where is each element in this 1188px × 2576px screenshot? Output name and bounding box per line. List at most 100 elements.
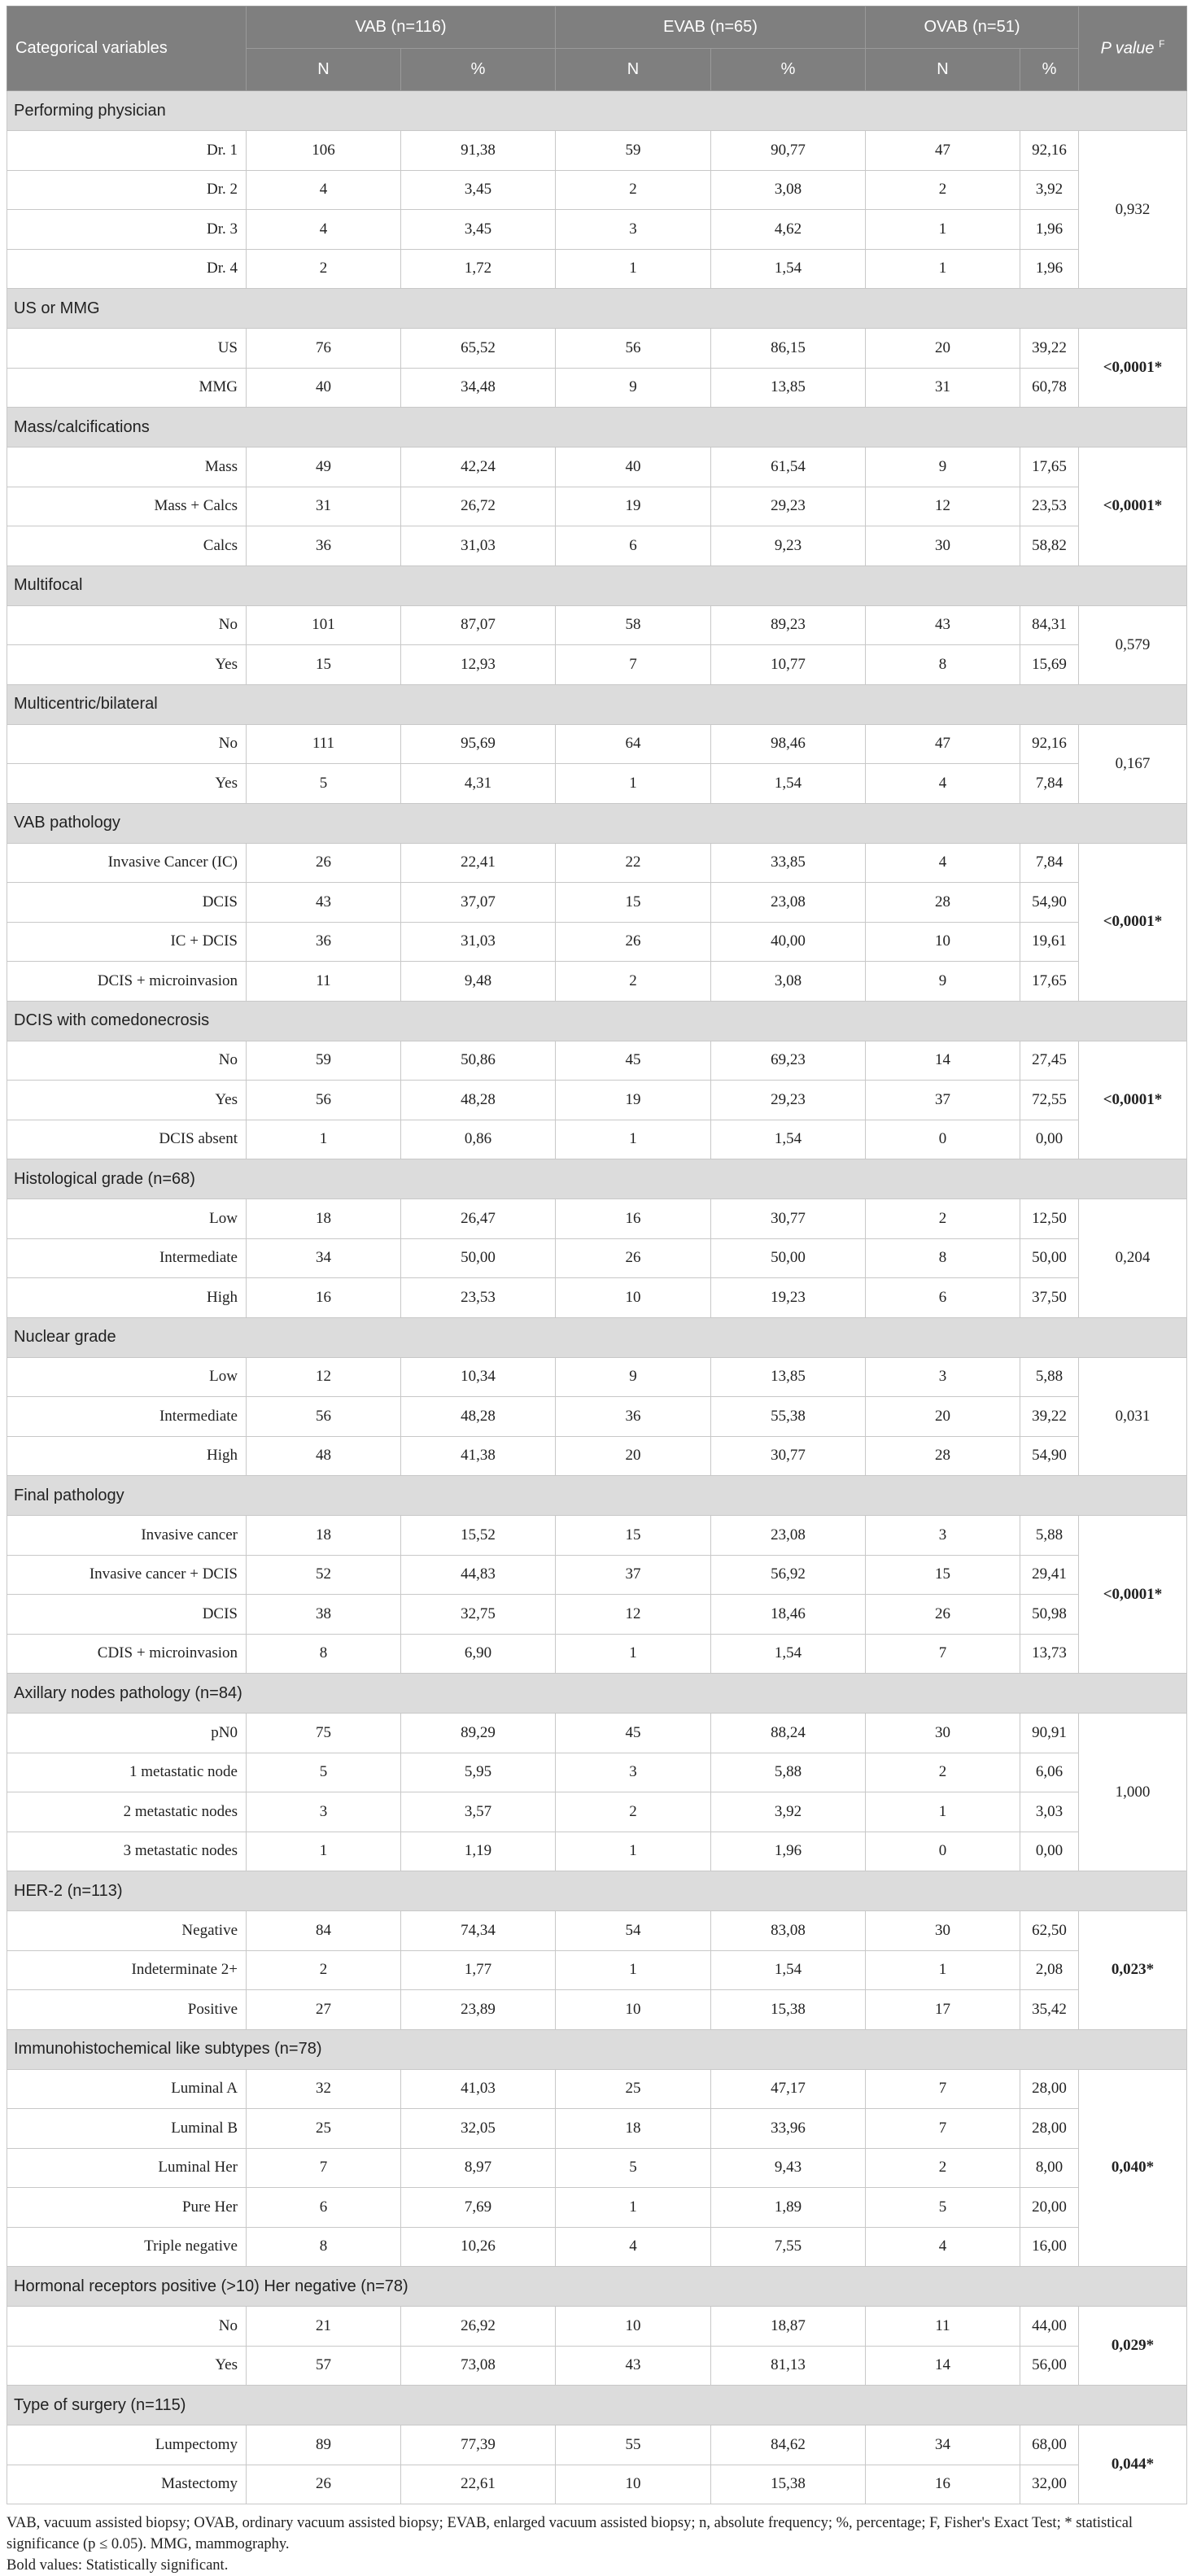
count-cell: 14 bbox=[865, 1040, 1021, 1081]
percent-cell: 22,41 bbox=[400, 842, 557, 883]
percent-cell: 32,05 bbox=[400, 2108, 557, 2149]
percent-cell: 3,45 bbox=[400, 209, 557, 250]
percent-cell: 60,78 bbox=[1020, 367, 1080, 408]
count-cell: 0 bbox=[865, 1831, 1021, 1871]
p-value-cell: <0,0001* bbox=[1078, 842, 1188, 1002]
row-label: Negative bbox=[7, 1910, 247, 1951]
header-pct: % bbox=[710, 48, 867, 91]
percent-cell: 41,38 bbox=[400, 1435, 557, 1476]
percent-cell: 42,24 bbox=[400, 447, 557, 487]
count-cell: 26 bbox=[246, 842, 401, 883]
table-row: Negative 84 74,34 54 83,08 30 62,50 0,023* bbox=[7, 1910, 1188, 2030]
table-row: MMG 40 34,48 9 13,85 31 60,78 bbox=[7, 367, 1187, 408]
table-row: High 16 23,53 10 19,23 6 37,50 bbox=[7, 1277, 1187, 1318]
count-cell: 3 bbox=[865, 1515, 1021, 1556]
percent-cell: 6,90 bbox=[400, 1633, 557, 1674]
count-cell: 26 bbox=[555, 1238, 712, 1278]
header-pvalue: P value F bbox=[1078, 6, 1188, 91]
section-row: Immunohistochemical like subtypes (n=78) bbox=[6, 2028, 1188, 2070]
header-evab: EVAB (n=65) bbox=[555, 6, 867, 49]
count-cell: 4 bbox=[865, 763, 1021, 804]
count-cell: 30 bbox=[865, 1910, 1021, 1951]
percent-cell: 13,85 bbox=[710, 1356, 867, 1397]
table-body: Performing physician Dr. 1 106 91,38 59 90,77… bbox=[6, 90, 1188, 2504]
p-value-cell: 0,044* bbox=[1078, 2425, 1188, 2504]
percent-cell: 30,77 bbox=[710, 1435, 867, 1476]
count-cell: 48 bbox=[246, 1435, 401, 1476]
row-label: High bbox=[7, 1435, 247, 1476]
count-cell: 22 bbox=[555, 842, 712, 883]
percent-cell: 1,77 bbox=[400, 1949, 557, 1990]
table-row: Lumpectomy 89 77,39 55 84,62 34 68,00 0,044* bbox=[7, 2425, 1188, 2504]
table-row: Dr. 1 106 91,38 59 90,77 47 92,16 0,932 bbox=[7, 130, 1188, 289]
count-cell: 30 bbox=[865, 1713, 1021, 1753]
count-cell: 2 bbox=[555, 961, 712, 1002]
table-row: Luminal A 32 41,03 25 47,17 7 28,00 0,040* bbox=[7, 2068, 1188, 2267]
table-row: Positive 27 23,89 10 15,38 17 35,42 bbox=[7, 1989, 1187, 2030]
section-row: US or MMG bbox=[6, 288, 1188, 329]
header-n: N bbox=[555, 48, 712, 91]
count-cell: 16 bbox=[865, 2464, 1021, 2504]
percent-cell: 16,00 bbox=[1020, 2226, 1080, 2267]
count-cell: 58 bbox=[555, 605, 712, 645]
row-label: Dr. 1 bbox=[7, 130, 247, 171]
row-label: Low bbox=[7, 1198, 247, 1239]
count-cell: 7 bbox=[865, 2108, 1021, 2149]
row-label: DCIS bbox=[7, 882, 247, 923]
percent-cell: 50,00 bbox=[400, 1238, 557, 1278]
count-cell: 4 bbox=[246, 169, 401, 210]
row-label: Lumpectomy bbox=[7, 2425, 247, 2465]
percent-cell: 1,19 bbox=[400, 1831, 557, 1871]
percent-cell: 18,87 bbox=[710, 2306, 867, 2347]
percent-cell: 33,85 bbox=[710, 842, 867, 883]
percent-cell: 7,84 bbox=[1020, 842, 1080, 883]
count-cell: 84 bbox=[246, 1910, 401, 1951]
percent-cell: 3,08 bbox=[710, 169, 867, 210]
section-row: Axillary nodes pathology (n=84) bbox=[6, 1673, 1188, 1714]
count-cell: 19 bbox=[555, 1080, 712, 1120]
table-row: Invasive cancer 18 15,52 15 23,08 3 5,88 <0,000… bbox=[7, 1515, 1188, 1674]
percent-cell: 90,77 bbox=[710, 130, 867, 171]
count-cell: 7 bbox=[246, 2147, 401, 2188]
count-cell: 10 bbox=[555, 1989, 712, 2030]
count-cell: 34 bbox=[865, 2425, 1021, 2465]
section-row: VAB pathology bbox=[6, 802, 1188, 844]
p-value-cell: 0,023* bbox=[1078, 1910, 1188, 2030]
row-label: US bbox=[7, 328, 247, 369]
percent-cell: 61,54 bbox=[710, 447, 867, 487]
percent-cell: 50,00 bbox=[1020, 1238, 1080, 1278]
percent-cell: 0,86 bbox=[400, 1119, 557, 1159]
percent-cell: 74,34 bbox=[400, 1910, 557, 1951]
percent-cell: 23,89 bbox=[400, 1989, 557, 2030]
count-cell: 9 bbox=[555, 1356, 712, 1397]
count-cell: 1 bbox=[865, 1949, 1021, 1990]
section-title: Mass/calcifications bbox=[6, 407, 1188, 448]
count-cell: 30 bbox=[865, 526, 1021, 566]
section-row: Multifocal bbox=[6, 565, 1188, 606]
percent-cell: 3,57 bbox=[400, 1792, 557, 1832]
table-row: No 21 26,92 10 18,87 11 44,00 0,029* bbox=[7, 2306, 1188, 2386]
table-row: Intermediate 34 50,00 26 50,00 8 50,00 bbox=[7, 1238, 1187, 1278]
header-vab: VAB (n=116) bbox=[245, 6, 557, 49]
count-cell: 1 bbox=[555, 1831, 712, 1871]
count-cell: 2 bbox=[865, 169, 1021, 210]
percent-cell: 39,22 bbox=[1020, 1396, 1080, 1437]
header-categorical: Categorical variables bbox=[7, 6, 247, 91]
percent-cell: 2,08 bbox=[1020, 1949, 1080, 1990]
row-label: Indeterminate 2+ bbox=[7, 1949, 247, 1990]
section-row: Performing physician bbox=[6, 90, 1188, 131]
p-value-cell: <0,0001* bbox=[1078, 1040, 1188, 1159]
row-label: Invasive Cancer (IC) bbox=[7, 842, 247, 883]
row-label: Low bbox=[7, 1356, 247, 1397]
percent-cell: 30,77 bbox=[710, 1198, 867, 1239]
table-row: No 101 87,07 58 89,23 43 84,31 0,579 bbox=[7, 605, 1188, 685]
percent-cell: 23,53 bbox=[400, 1277, 557, 1318]
section-title: Axillary nodes pathology (n=84) bbox=[6, 1673, 1188, 1714]
section-row: Mass/calcifications bbox=[6, 407, 1188, 448]
table-row: Dr. 4 2 1,72 1 1,54 1 1,96 bbox=[7, 248, 1187, 289]
table-row: US 76 65,52 56 86,15 20 39,22 <0,0001* bbox=[7, 328, 1188, 408]
section-row: DCIS with comedonecrosis bbox=[6, 1000, 1188, 1041]
row-label: No bbox=[7, 723, 247, 764]
p-value-cell: 0,029* bbox=[1078, 2306, 1188, 2386]
percent-cell: 3,03 bbox=[1020, 1792, 1080, 1832]
